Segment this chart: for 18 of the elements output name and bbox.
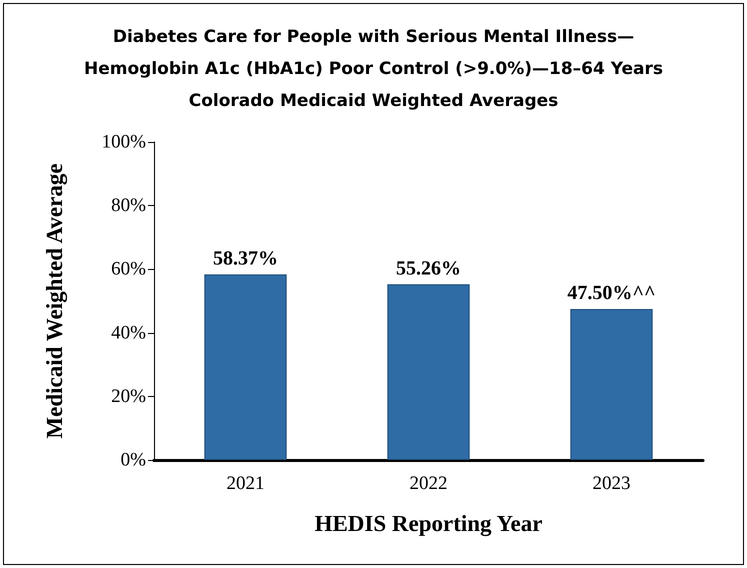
y-tick-label: 100% xyxy=(102,132,146,152)
y-tick-label: 0% xyxy=(120,450,146,470)
bar xyxy=(387,284,470,460)
data-label: 47.50%^^ xyxy=(567,282,656,304)
y-tick-label: 60% xyxy=(111,258,146,280)
x-axis-title: HEDIS Reporting Year xyxy=(314,511,542,537)
bar xyxy=(570,308,653,460)
x-tick-label: 2021 xyxy=(226,473,264,494)
chart-title: Diabetes Care for People with Serious Mental Illness— Hemoglobin A1c (HbA1c) Poor Control (>9.0%)—18–64 Years Colorado Medicaid Weighted Averages xyxy=(84,27,663,111)
y-tick-label: 80% xyxy=(111,195,146,216)
y-tick-label: 40% xyxy=(111,322,146,344)
y-tick-label: 20% xyxy=(111,386,146,407)
data-label: 55.26% xyxy=(396,257,461,280)
x-tick-label: 2022 xyxy=(410,473,448,494)
y-axis-title: Medicaid Weighted Average xyxy=(42,163,68,439)
data-label: 58.37% xyxy=(213,247,278,270)
x-tick-label: 2023 xyxy=(592,473,630,494)
bar xyxy=(204,274,287,460)
